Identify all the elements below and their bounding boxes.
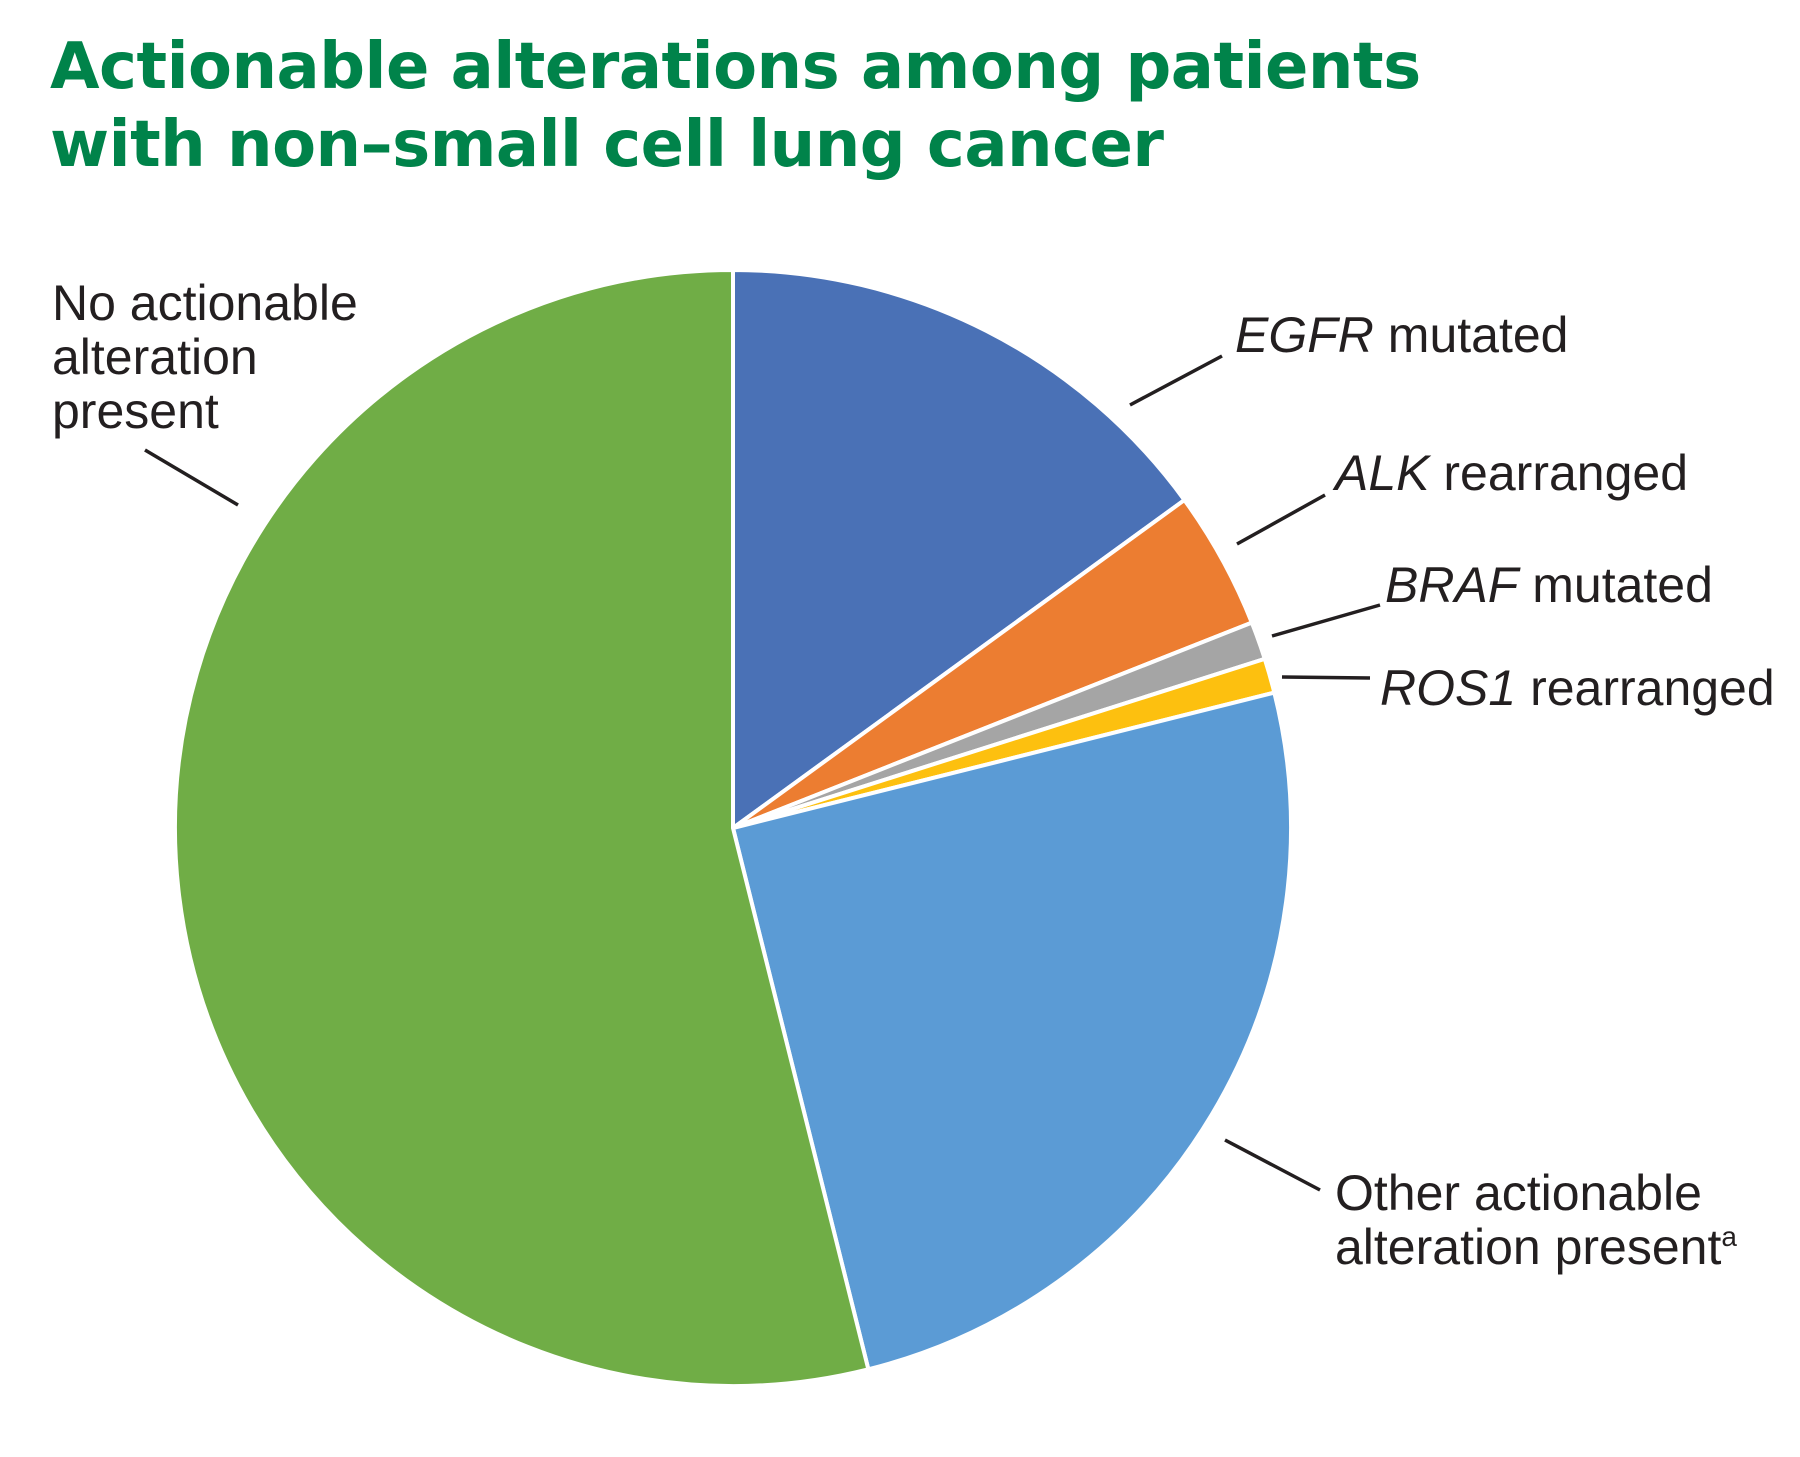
leader-line-alk: [1236, 493, 1326, 546]
slice-label-other-line-2: alteration present: [1335, 1219, 1721, 1275]
pie-slice-other: [730, 690, 1293, 1372]
slice-label-alk-gene: ALK: [1332, 445, 1432, 501]
leader-line-braf: [1271, 603, 1381, 638]
slice-label-none: No actionable alteration present: [52, 275, 358, 439]
slice-label-none-line-1: No actionable: [52, 275, 358, 331]
slice-label-ros1-gene: ROS1: [1380, 660, 1516, 716]
slice-label-other-footnote: a: [1721, 1221, 1737, 1252]
slice-label-alk-text: rearranged: [1430, 445, 1689, 501]
slice-label-egfr-text: mutated: [1374, 307, 1569, 363]
chart-title-line-2: with non–small cell lung cancer: [50, 108, 1164, 182]
slice-label-braf-text: mutated: [1518, 557, 1713, 613]
leader-line-ros1: [1281, 675, 1371, 680]
slice-label-other-line-1: Other actionable: [1335, 1165, 1702, 1221]
leader-line-none: [144, 448, 239, 507]
pie-slices: [173, 267, 1293, 1388]
pie-slice-egfr: [731, 267, 1188, 832]
slice-label-braf: BRAF mutated: [1385, 557, 1713, 613]
slice-label-ros1-text: rearranged: [1516, 660, 1775, 716]
slice-label-none-line-2: alteration: [52, 329, 258, 385]
leader-line-other: [1224, 1138, 1321, 1192]
slice-label-egfr-gene: EGFR: [1235, 307, 1374, 363]
slice-label-braf-gene: BRAF: [1385, 557, 1521, 613]
chart-title: Actionable alterations among patients wi…: [50, 28, 1421, 184]
slice-label-other: Other actionable alteration presenta: [1335, 1165, 1737, 1275]
leader-line-egfr: [1129, 354, 1223, 407]
slice-label-egfr: EGFR mutated: [1235, 307, 1568, 363]
pie-slice-none: [173, 267, 871, 1388]
slice-label-ros1: ROS1 rearranged: [1380, 660, 1775, 716]
slice-label-alk: ALK rearranged: [1332, 445, 1688, 501]
slice-label-none-line-3: present: [52, 383, 219, 439]
chart-title-line-1: Actionable alterations among patients: [50, 30, 1421, 104]
leader-lines: [144, 354, 1381, 1192]
